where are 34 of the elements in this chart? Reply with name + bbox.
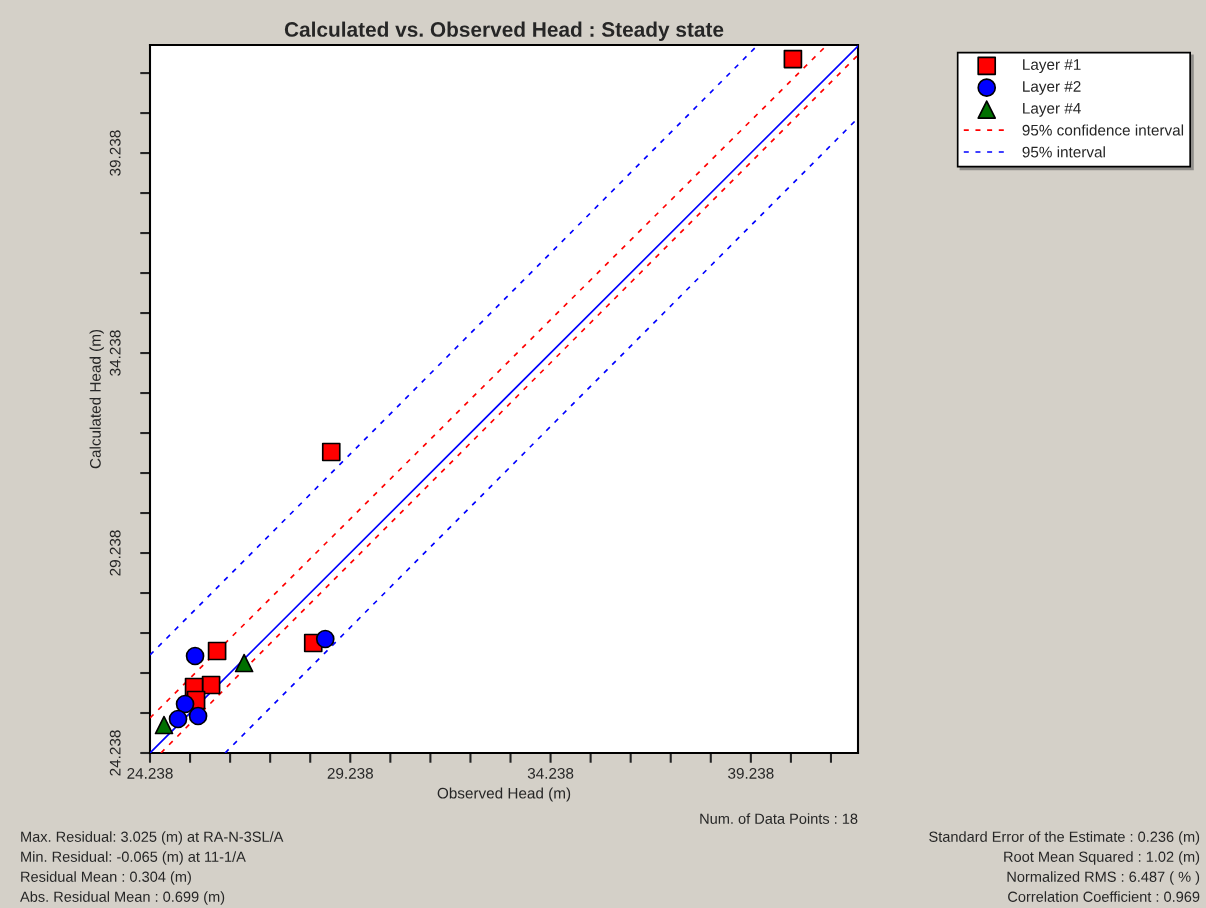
point xyxy=(207,641,227,661)
x-tick-label: 24.238 xyxy=(127,767,173,779)
point xyxy=(188,706,208,726)
y-tick-label: 39.238 xyxy=(109,130,121,176)
x-tick-label: 29.238 xyxy=(327,767,373,779)
legend-label: Layer #1 xyxy=(1023,59,1081,73)
legend-label: 95% confidence interval xyxy=(1022,124,1184,136)
point xyxy=(234,653,254,673)
y-tick-label: 29.238 xyxy=(109,530,121,576)
point xyxy=(185,646,205,666)
y-tick-label: 34.238 xyxy=(109,330,121,376)
text: Min. Residual: -0.065 (m) at 11-1/A xyxy=(21,851,246,865)
x-tick-label: 39.238 xyxy=(728,767,774,779)
legend-label: Layer #4 xyxy=(1023,103,1081,117)
chart-title: Calculated vs. Observed Head : Steady state xyxy=(284,21,724,41)
text: Residual Mean : 0.304 (m) xyxy=(21,871,191,885)
point xyxy=(315,629,335,649)
point xyxy=(783,49,803,69)
text: Standard Error of the Estimate : 0.236 (m) xyxy=(929,831,1200,845)
x-axis-title: Observed Head (m) xyxy=(437,787,571,802)
text: Root Mean Squared : 1.02 (m) xyxy=(1004,851,1200,865)
legend-label: 95% interval xyxy=(1022,146,1105,158)
text: Abs. Residual Mean : 0.699 (m) xyxy=(20,891,225,905)
text: Max. Residual: 3.025 (m) at RA-N-3SL/A xyxy=(21,831,284,845)
text: Correlation Coefficient : 0.969 xyxy=(1008,891,1200,902)
text: Num. of Data Points : 18 xyxy=(700,813,858,824)
point xyxy=(175,694,195,714)
legend-label: Layer #2 xyxy=(1023,81,1081,95)
point xyxy=(168,709,188,729)
x-tick-label: 34.238 xyxy=(527,767,574,779)
y-axis-title: Calculated Head (m) xyxy=(89,329,104,469)
text: Normalized RMS : 6.487 ( % ) xyxy=(1007,871,1200,885)
point xyxy=(321,442,341,462)
point xyxy=(154,715,174,735)
